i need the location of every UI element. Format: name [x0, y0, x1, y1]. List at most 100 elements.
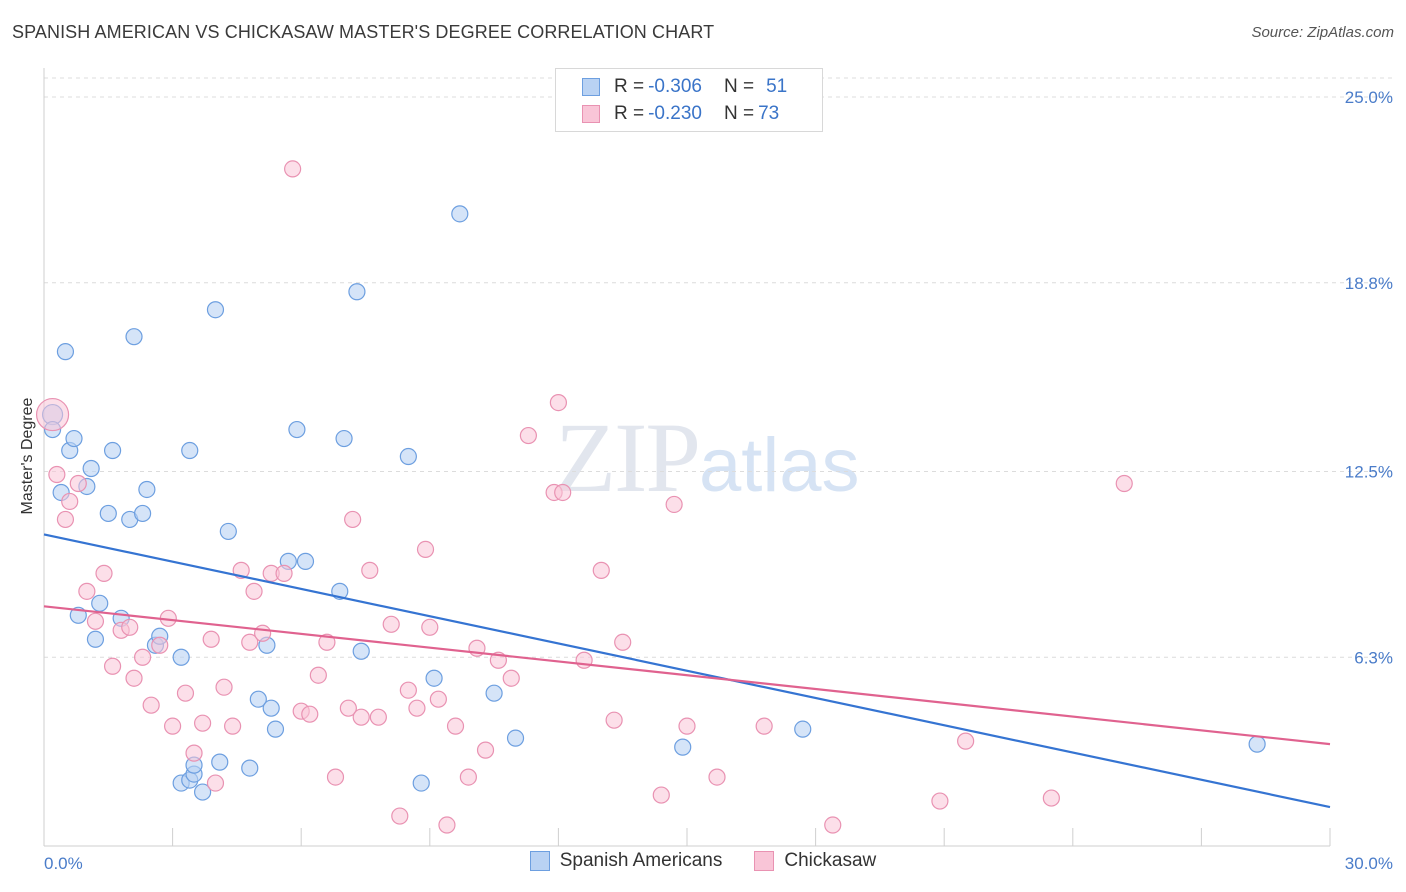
point-chickasaw — [95, 564, 113, 582]
point-spanish — [425, 669, 443, 687]
legend-r-label: R = — [614, 76, 645, 97]
point-spanish — [206, 301, 225, 319]
point-chickasaw — [421, 618, 439, 636]
point-chickasaw — [194, 714, 212, 732]
point-chickasaw — [241, 633, 259, 651]
point-spanish — [172, 648, 190, 666]
point-chickasaw — [35, 397, 70, 432]
point-chickasaw — [224, 717, 242, 735]
point-chickasaw — [605, 711, 623, 729]
y-axis-label: Master's Degree — [19, 397, 36, 514]
point-chickasaw — [142, 696, 160, 714]
y-tick-label: 12.5% — [1345, 463, 1393, 482]
point-chickasaw — [502, 669, 520, 687]
point-chickasaw — [755, 717, 773, 735]
legend-n-label: N = — [723, 103, 755, 124]
legend-n-value: 51 — [766, 76, 788, 97]
point-chickasaw — [176, 684, 195, 702]
point-chickasaw — [1115, 474, 1133, 493]
point-spanish — [348, 283, 366, 301]
correlation-legend: R = -0.306 N = 51 R = -0.230 N = 73 — [555, 68, 823, 132]
point-spanish — [86, 630, 105, 648]
point-spanish — [241, 759, 259, 777]
point-chickasaw — [708, 768, 726, 786]
point-spanish — [91, 594, 109, 612]
series-swatch-spanish — [529, 851, 550, 871]
point-chickasaw — [1042, 789, 1060, 807]
trendline-chickasaw — [43, 605, 1331, 746]
point-chickasaw — [339, 699, 357, 717]
point-spanish — [412, 774, 430, 792]
point-chickasaw — [151, 636, 169, 654]
point-chickasaw — [391, 807, 409, 825]
point-spanish — [352, 642, 370, 660]
point-chickasaw — [824, 816, 842, 834]
legend-row-chickasaw: R = -0.230 N = 73 — [582, 101, 783, 127]
point-chickasaw — [245, 582, 263, 600]
point-chickasaw — [614, 633, 632, 651]
series-label-spanish: Spanish Americans — [559, 850, 723, 871]
point-chickasaw — [318, 633, 336, 651]
point-chickasaw — [326, 768, 345, 786]
point-chickasaw — [284, 160, 302, 178]
series-swatch-chickasaw — [754, 851, 775, 871]
point-spanish — [103, 441, 122, 460]
point-chickasaw — [416, 540, 435, 558]
point-spanish — [125, 328, 143, 346]
point-chickasaw — [652, 786, 670, 804]
point-spanish — [674, 738, 692, 756]
point-chickasaw — [438, 816, 456, 834]
point-spanish — [133, 504, 152, 523]
point-spanish — [266, 720, 285, 738]
point-chickasaw — [133, 648, 152, 666]
x-tick-label: 30.0% — [1345, 854, 1393, 873]
point-spanish — [399, 447, 417, 466]
series-legend-spanish[interactable]: Spanish Americans — [529, 850, 723, 872]
x-tick-label: 0.0% — [44, 854, 83, 873]
legend-n-value: 73 — [758, 103, 780, 124]
watermark-zip: ZIP — [555, 402, 701, 513]
point-chickasaw — [408, 699, 426, 717]
legend-swatch-chickasaw — [582, 105, 600, 123]
point-chickasaw — [103, 657, 122, 675]
point-spanish — [138, 480, 156, 499]
point-spanish — [262, 699, 280, 717]
point-spanish — [194, 783, 212, 801]
point-chickasaw — [931, 792, 949, 810]
series-legend-chickasaw[interactable]: Chickasaw — [754, 850, 876, 872]
point-chickasaw — [56, 510, 75, 529]
point-chickasaw — [86, 612, 105, 630]
point-spanish — [506, 729, 525, 747]
point-chickasaw — [957, 732, 975, 750]
point-chickasaw — [352, 708, 370, 726]
point-chickasaw — [275, 564, 293, 582]
point-spanish — [99, 504, 117, 523]
point-chickasaw — [206, 774, 225, 792]
series-label-chickasaw: Chickasaw — [784, 850, 877, 871]
chart-title: SPANISH AMERICAN VS CHICKASAW MASTER'S D… — [12, 22, 715, 42]
point-spanish — [65, 429, 83, 448]
point-spanish — [249, 690, 267, 708]
point-spanish — [485, 684, 503, 702]
trendline-spanish — [43, 533, 1331, 809]
series-legend: Spanish Americans Chickasaw — [0, 850, 1406, 872]
point-chickasaw — [48, 465, 66, 484]
point-spanish — [211, 753, 229, 771]
legend-r-value: -0.306 — [648, 76, 702, 97]
point-chickasaw — [301, 705, 319, 723]
point-spanish — [296, 552, 315, 570]
legend-r-label: R = — [614, 103, 645, 124]
y-tick-label: 18.8% — [1345, 274, 1393, 293]
watermark-atlas: atlas — [699, 423, 860, 508]
point-spanish — [56, 343, 75, 361]
point-chickasaw — [164, 717, 182, 735]
point-spanish — [82, 459, 100, 478]
point-chickasaw — [678, 717, 696, 735]
y-tick-label: 25.0% — [1345, 88, 1393, 107]
point-chickasaw — [369, 708, 387, 726]
point-chickasaw — [665, 495, 683, 514]
legend-swatch-spanish — [582, 78, 600, 96]
point-spanish — [181, 441, 199, 460]
point-chickasaw — [344, 510, 362, 529]
